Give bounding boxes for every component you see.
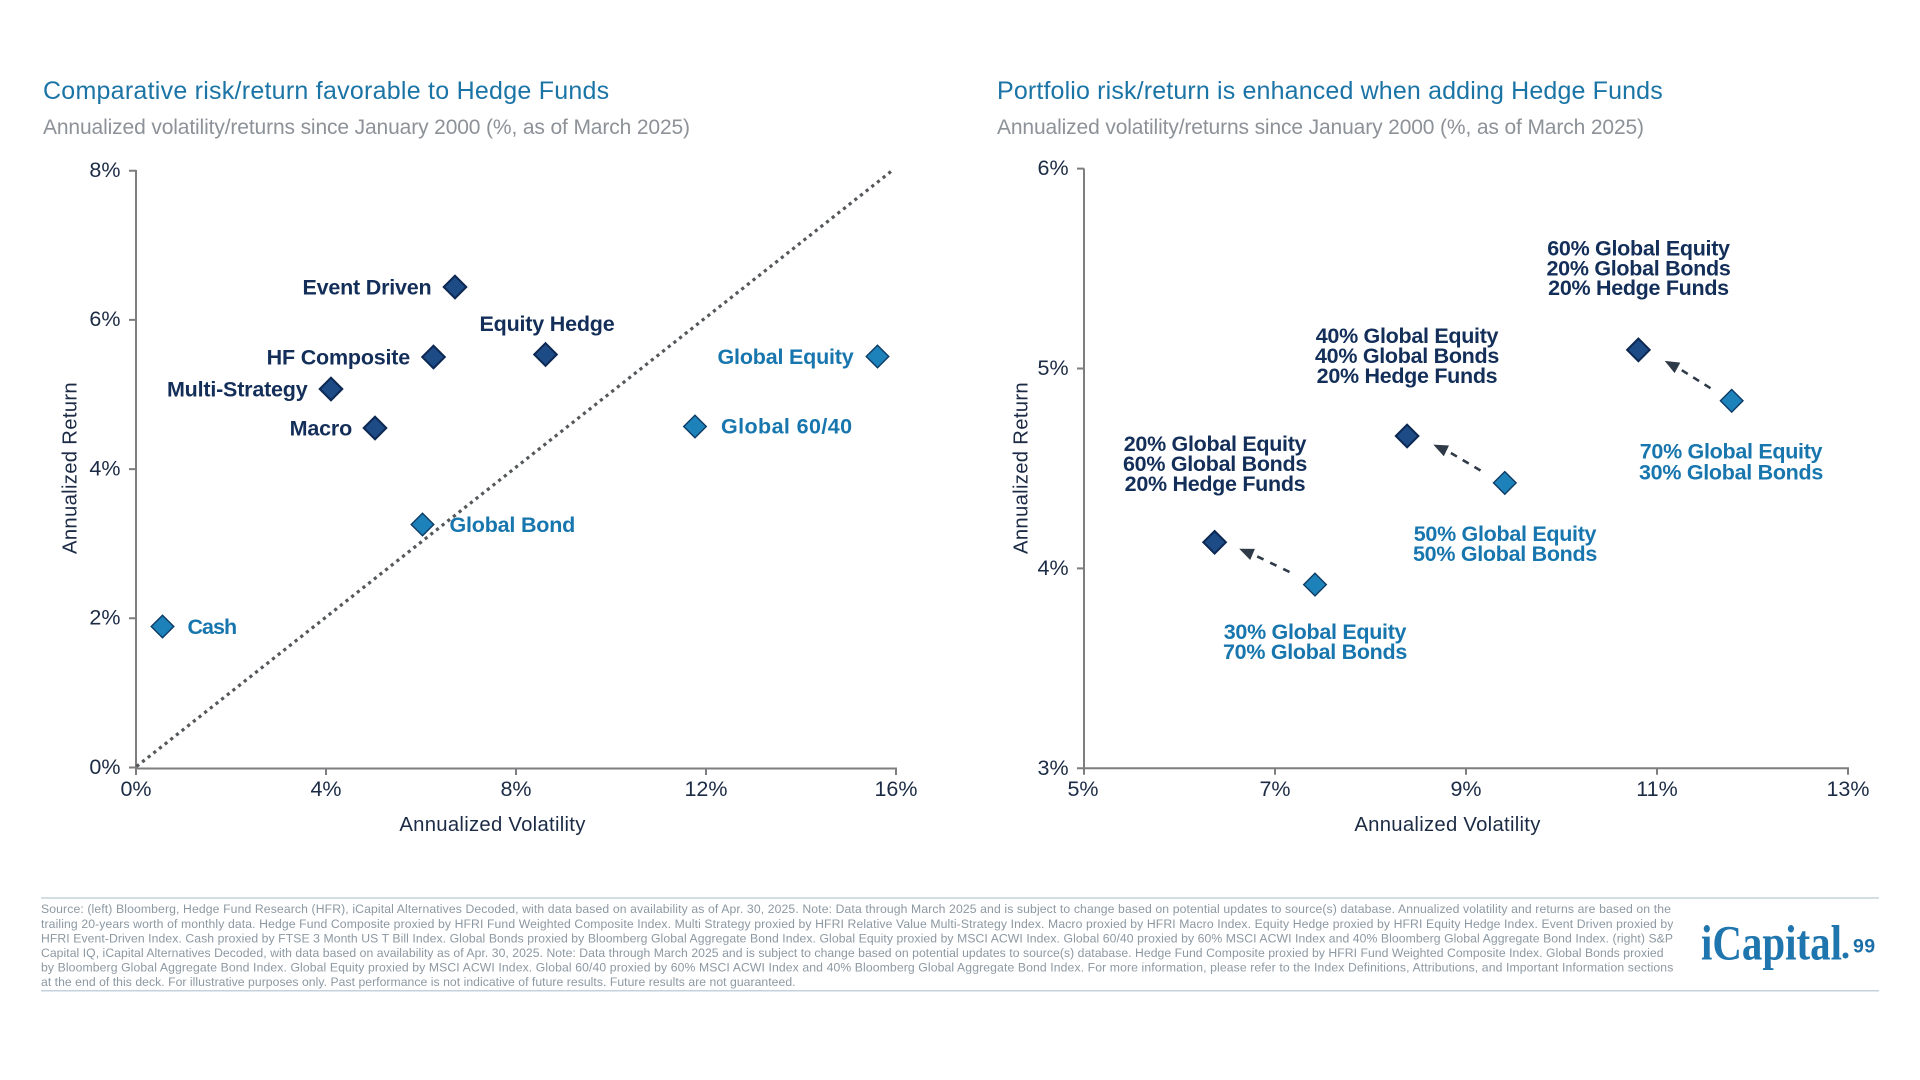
- svg-text:Global Bond: Global Bond: [450, 513, 576, 537]
- svg-text:6%: 6%: [1038, 156, 1069, 180]
- svg-text:4%: 4%: [310, 777, 341, 801]
- svg-text:4%: 4%: [1038, 556, 1069, 580]
- svg-text:0%: 0%: [89, 755, 120, 779]
- svg-text:Annualized Return: Annualized Return: [60, 382, 82, 554]
- svg-text:Global Equity: Global Equity: [718, 345, 854, 369]
- svg-text:HF Composite: HF Composite: [267, 346, 411, 370]
- svg-text:40% Global Equity: 40% Global Equity: [1316, 324, 1499, 348]
- svg-text:40% Global Bonds: 40% Global Bonds: [1315, 344, 1499, 368]
- svg-text:Cash: Cash: [188, 615, 237, 639]
- svg-text:3%: 3%: [1038, 756, 1069, 780]
- svg-text:8%: 8%: [89, 158, 120, 182]
- svg-text:7%: 7%: [1259, 777, 1290, 801]
- svg-text:60% Global Equity: 60% Global Equity: [1547, 237, 1730, 261]
- svg-text:Multi-Strategy: Multi-Strategy: [167, 378, 308, 402]
- svg-text:9%: 9%: [1450, 777, 1481, 801]
- svg-text:60% Global Bonds: 60% Global Bonds: [1123, 452, 1307, 476]
- svg-text:20% Hedge Funds: 20% Hedge Funds: [1548, 276, 1729, 300]
- svg-text:Annualized volatility/returns: Annualized volatility/returns since Janu…: [43, 116, 690, 139]
- svg-text:20% Global Bonds: 20% Global Bonds: [1547, 256, 1731, 280]
- svg-text:16%: 16%: [874, 777, 917, 801]
- svg-text:70% Global Equity: 70% Global Equity: [1640, 440, 1823, 464]
- svg-text:by Bloomberg Global Aggregate: by Bloomberg Global Aggregate Bond Index…: [41, 961, 1673, 975]
- svg-text:30% Global Bonds: 30% Global Bonds: [1639, 460, 1823, 484]
- svg-text:at the end of this deck. For i: at the end of this deck. For illustrativ…: [41, 975, 796, 989]
- svg-text:20% Hedge Funds: 20% Hedge Funds: [1125, 472, 1306, 496]
- svg-text:trailing 20-years worth of mon: trailing 20-years worth of monthly data.…: [41, 917, 1674, 931]
- svg-text:Global 60/40: Global 60/40: [721, 415, 852, 439]
- svg-text:5%: 5%: [1067, 777, 1098, 801]
- svg-text:Macro: Macro: [290, 417, 352, 441]
- svg-text:HFRI Event-Driven Index. Cash: HFRI Event-Driven Index. Cash proxied by…: [41, 931, 1673, 945]
- svg-text:Capital IQ, iCapital Alternati: Capital IQ, iCapital Alternatives Decode…: [41, 946, 1664, 960]
- svg-text:Annualized Return: Annualized Return: [1011, 382, 1033, 554]
- svg-text:4%: 4%: [89, 456, 120, 480]
- svg-text:5%: 5%: [1038, 356, 1069, 380]
- svg-text:6%: 6%: [89, 307, 120, 331]
- svg-text:Annualized volatility/returns: Annualized volatility/returns since Janu…: [997, 116, 1644, 139]
- svg-text:50% Global Bonds: 50% Global Bonds: [1413, 542, 1597, 566]
- svg-text:2%: 2%: [89, 606, 120, 630]
- svg-text:Source: (left) Bloomberg, Hedg: Source: (left) Bloomberg, Hedge Fund Res…: [41, 902, 1671, 916]
- svg-text:13%: 13%: [1826, 777, 1869, 801]
- svg-text:Event Driven: Event Driven: [302, 276, 431, 300]
- svg-text:Annualized Volatility: Annualized Volatility: [399, 814, 586, 836]
- svg-text:30% Global Equity: 30% Global Equity: [1224, 620, 1407, 644]
- svg-text:0%: 0%: [120, 777, 151, 801]
- svg-text:50% Global Equity: 50% Global Equity: [1414, 522, 1597, 546]
- svg-text:20% Hedge Funds: 20% Hedge Funds: [1317, 364, 1498, 388]
- svg-text:20% Global Equity: 20% Global Equity: [1124, 432, 1307, 456]
- svg-text:12%: 12%: [684, 777, 727, 801]
- svg-text:iCapital: iCapital: [1701, 915, 1842, 971]
- svg-text:Comparative risk/return favora: Comparative risk/return favorable to Hed…: [43, 77, 609, 105]
- svg-text:11%: 11%: [1636, 777, 1677, 801]
- svg-text:70% Global Bonds: 70% Global Bonds: [1223, 640, 1407, 664]
- svg-text:99: 99: [1853, 936, 1876, 958]
- svg-text:Equity Hedge: Equity Hedge: [480, 312, 615, 336]
- svg-text:Portfolio risk/return is enhan: Portfolio risk/return is enhanced when a…: [997, 77, 1663, 105]
- svg-text:Annualized Volatility: Annualized Volatility: [1354, 814, 1541, 836]
- svg-text:8%: 8%: [500, 777, 531, 801]
